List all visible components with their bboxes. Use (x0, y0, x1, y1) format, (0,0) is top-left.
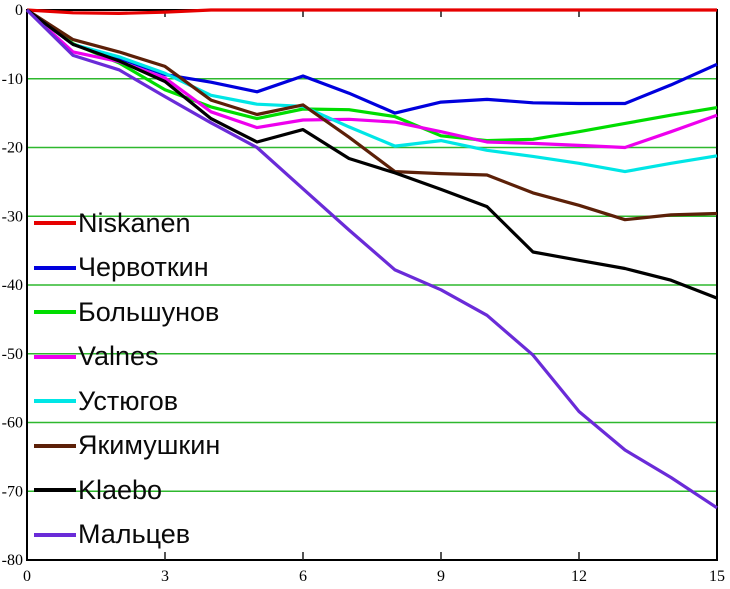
legend-line-swatch (34, 399, 76, 404)
legend-line-swatch (34, 265, 76, 270)
y-tick-label: -30 (2, 208, 23, 225)
legend-label: Klaebo (78, 474, 163, 505)
legend-line-swatch (34, 354, 76, 359)
legend-item: Klaebo (34, 468, 220, 513)
legend-label: Большунов (78, 296, 220, 327)
y-tick-label: -40 (2, 277, 23, 294)
chart-legend: Niskanen Червоткин Большунов Valnes Устюгов Я… (34, 201, 220, 557)
legend-item: Valnes (34, 335, 220, 380)
legend-label: Устюгов (78, 385, 179, 416)
series-line-6 (26, 8, 718, 222)
legend-line-swatch (34, 488, 76, 493)
y-tick-label: -50 (2, 346, 23, 363)
series-line-3 (26, 8, 718, 143)
y-tick-label: -60 (2, 415, 23, 432)
legend-item: Якимушкин (34, 424, 220, 469)
y-tick-label: -10 (2, 71, 23, 88)
legend-line-swatch (34, 310, 76, 315)
y-tick-label: -70 (2, 483, 23, 500)
x-tick-label: 12 (571, 568, 587, 585)
legend-item: Мальцев (34, 513, 220, 558)
legend-label: Мальцев (78, 519, 191, 550)
legend-label: Червоткин (78, 252, 209, 283)
legend-line-swatch (34, 443, 76, 448)
legend-label: Valnes (78, 341, 159, 372)
legend-label: Якимушкин (78, 430, 221, 461)
legend-label: Niskanen (78, 207, 191, 238)
x-tick-label: 15 (709, 568, 725, 585)
x-tick-label: 3 (161, 568, 169, 585)
series-line-1 (26, 8, 717, 15)
legend-line-swatch (34, 221, 76, 226)
series-line-7 (26, 8, 718, 300)
y-tick-label: 0 (15, 2, 23, 19)
legend-item: Устюгов (34, 379, 220, 424)
y-tick-label: -80 (2, 552, 23, 569)
y-tick-label: -20 (2, 140, 23, 157)
legend-item: Червоткин (34, 246, 220, 291)
x-tick-label: 9 (437, 568, 445, 585)
x-tick-label: 6 (299, 568, 307, 585)
legend-line-swatch (34, 532, 76, 537)
series-line-8 (25, 8, 718, 510)
legend-item: Niskanen (34, 201, 220, 246)
x-tick-label: 0 (23, 568, 31, 585)
series-line-5 (26, 8, 718, 174)
legend-item: Большунов (34, 290, 220, 335)
